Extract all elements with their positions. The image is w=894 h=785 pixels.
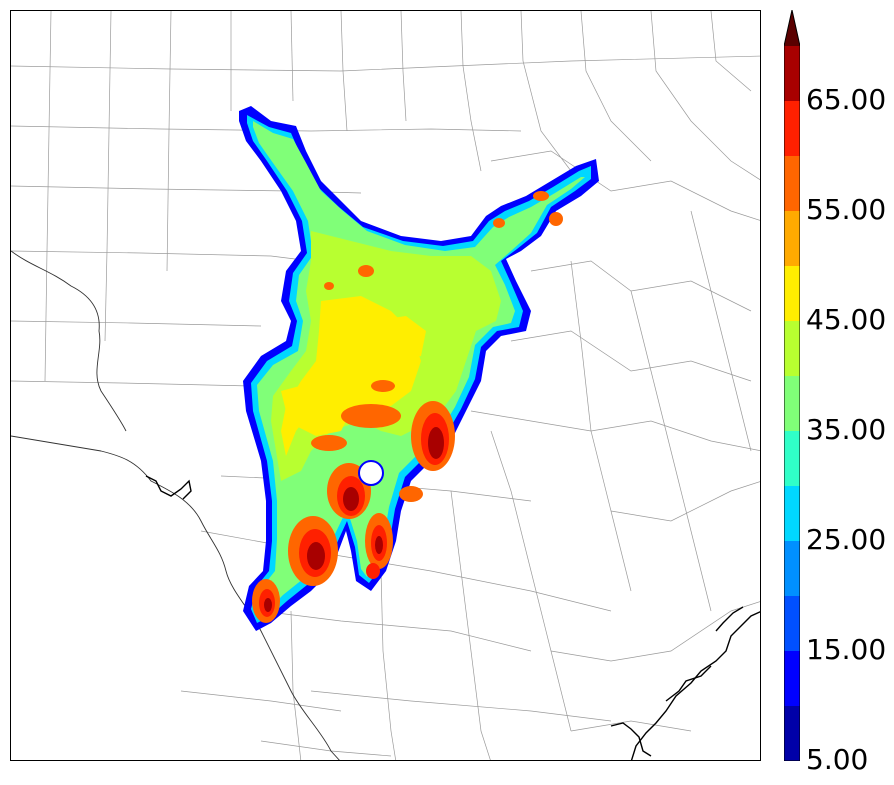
colorbar-segment [784,321,800,376]
colorbar-segment [784,541,800,596]
colorbar-label-25: 25.00 [806,523,887,556]
colorbar-label-65: 65.00 [806,83,887,116]
colorbar-segment [784,266,800,321]
map-panel [10,10,761,761]
colorbar-border [784,10,800,761]
colorbar-segment [784,46,800,101]
colorbar-label-55: 55.00 [806,193,887,226]
colorbar [784,10,800,761]
colorbar-segment [784,156,800,211]
colorbar-segment [784,211,800,266]
colorbar-segment [784,706,800,761]
colorbar-label-5: 5.00 [806,743,869,776]
colorbar-segment [784,376,800,431]
colorbar-label-45: 45.00 [806,303,887,336]
colorbar-segment [784,596,800,651]
colorbar-segment [784,431,800,486]
coastline [145,475,760,760]
precipitation-map [11,11,760,760]
colorbar-extend-arrow [784,10,800,46]
colorbar-segment [784,651,800,706]
precipitation-cores [252,191,563,623]
colorbar-label-35: 35.00 [806,413,887,446]
colorbar-segment [784,101,800,156]
state-boundary [11,250,340,760]
county-boundaries [11,11,760,760]
colorbar-label-15: 15.00 [806,633,887,666]
colorbar-segment [784,486,800,541]
